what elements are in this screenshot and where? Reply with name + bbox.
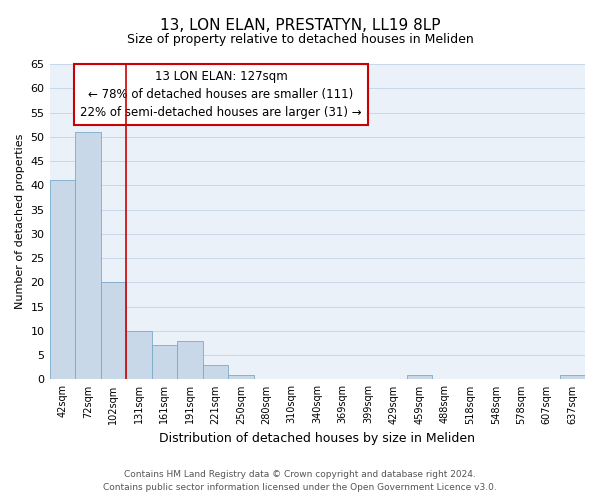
Bar: [152, 346, 177, 380]
X-axis label: Distribution of detached houses by size in Meliden: Distribution of detached houses by size …: [159, 432, 475, 445]
Bar: [177, 340, 203, 380]
Bar: [101, 282, 126, 380]
Bar: [75, 132, 101, 380]
Bar: [560, 374, 585, 380]
Bar: [126, 331, 152, 380]
Bar: [50, 180, 75, 380]
Bar: [203, 365, 228, 380]
Text: Size of property relative to detached houses in Meliden: Size of property relative to detached ho…: [127, 32, 473, 46]
Text: 13 LON ELAN: 127sqm
← 78% of detached houses are smaller (111)
22% of semi-detac: 13 LON ELAN: 127sqm ← 78% of detached ho…: [80, 70, 362, 120]
Y-axis label: Number of detached properties: Number of detached properties: [15, 134, 25, 310]
Text: 13, LON ELAN, PRESTATYN, LL19 8LP: 13, LON ELAN, PRESTATYN, LL19 8LP: [160, 18, 440, 32]
Bar: [228, 374, 254, 380]
Bar: [407, 374, 432, 380]
Text: Contains HM Land Registry data © Crown copyright and database right 2024.
Contai: Contains HM Land Registry data © Crown c…: [103, 470, 497, 492]
